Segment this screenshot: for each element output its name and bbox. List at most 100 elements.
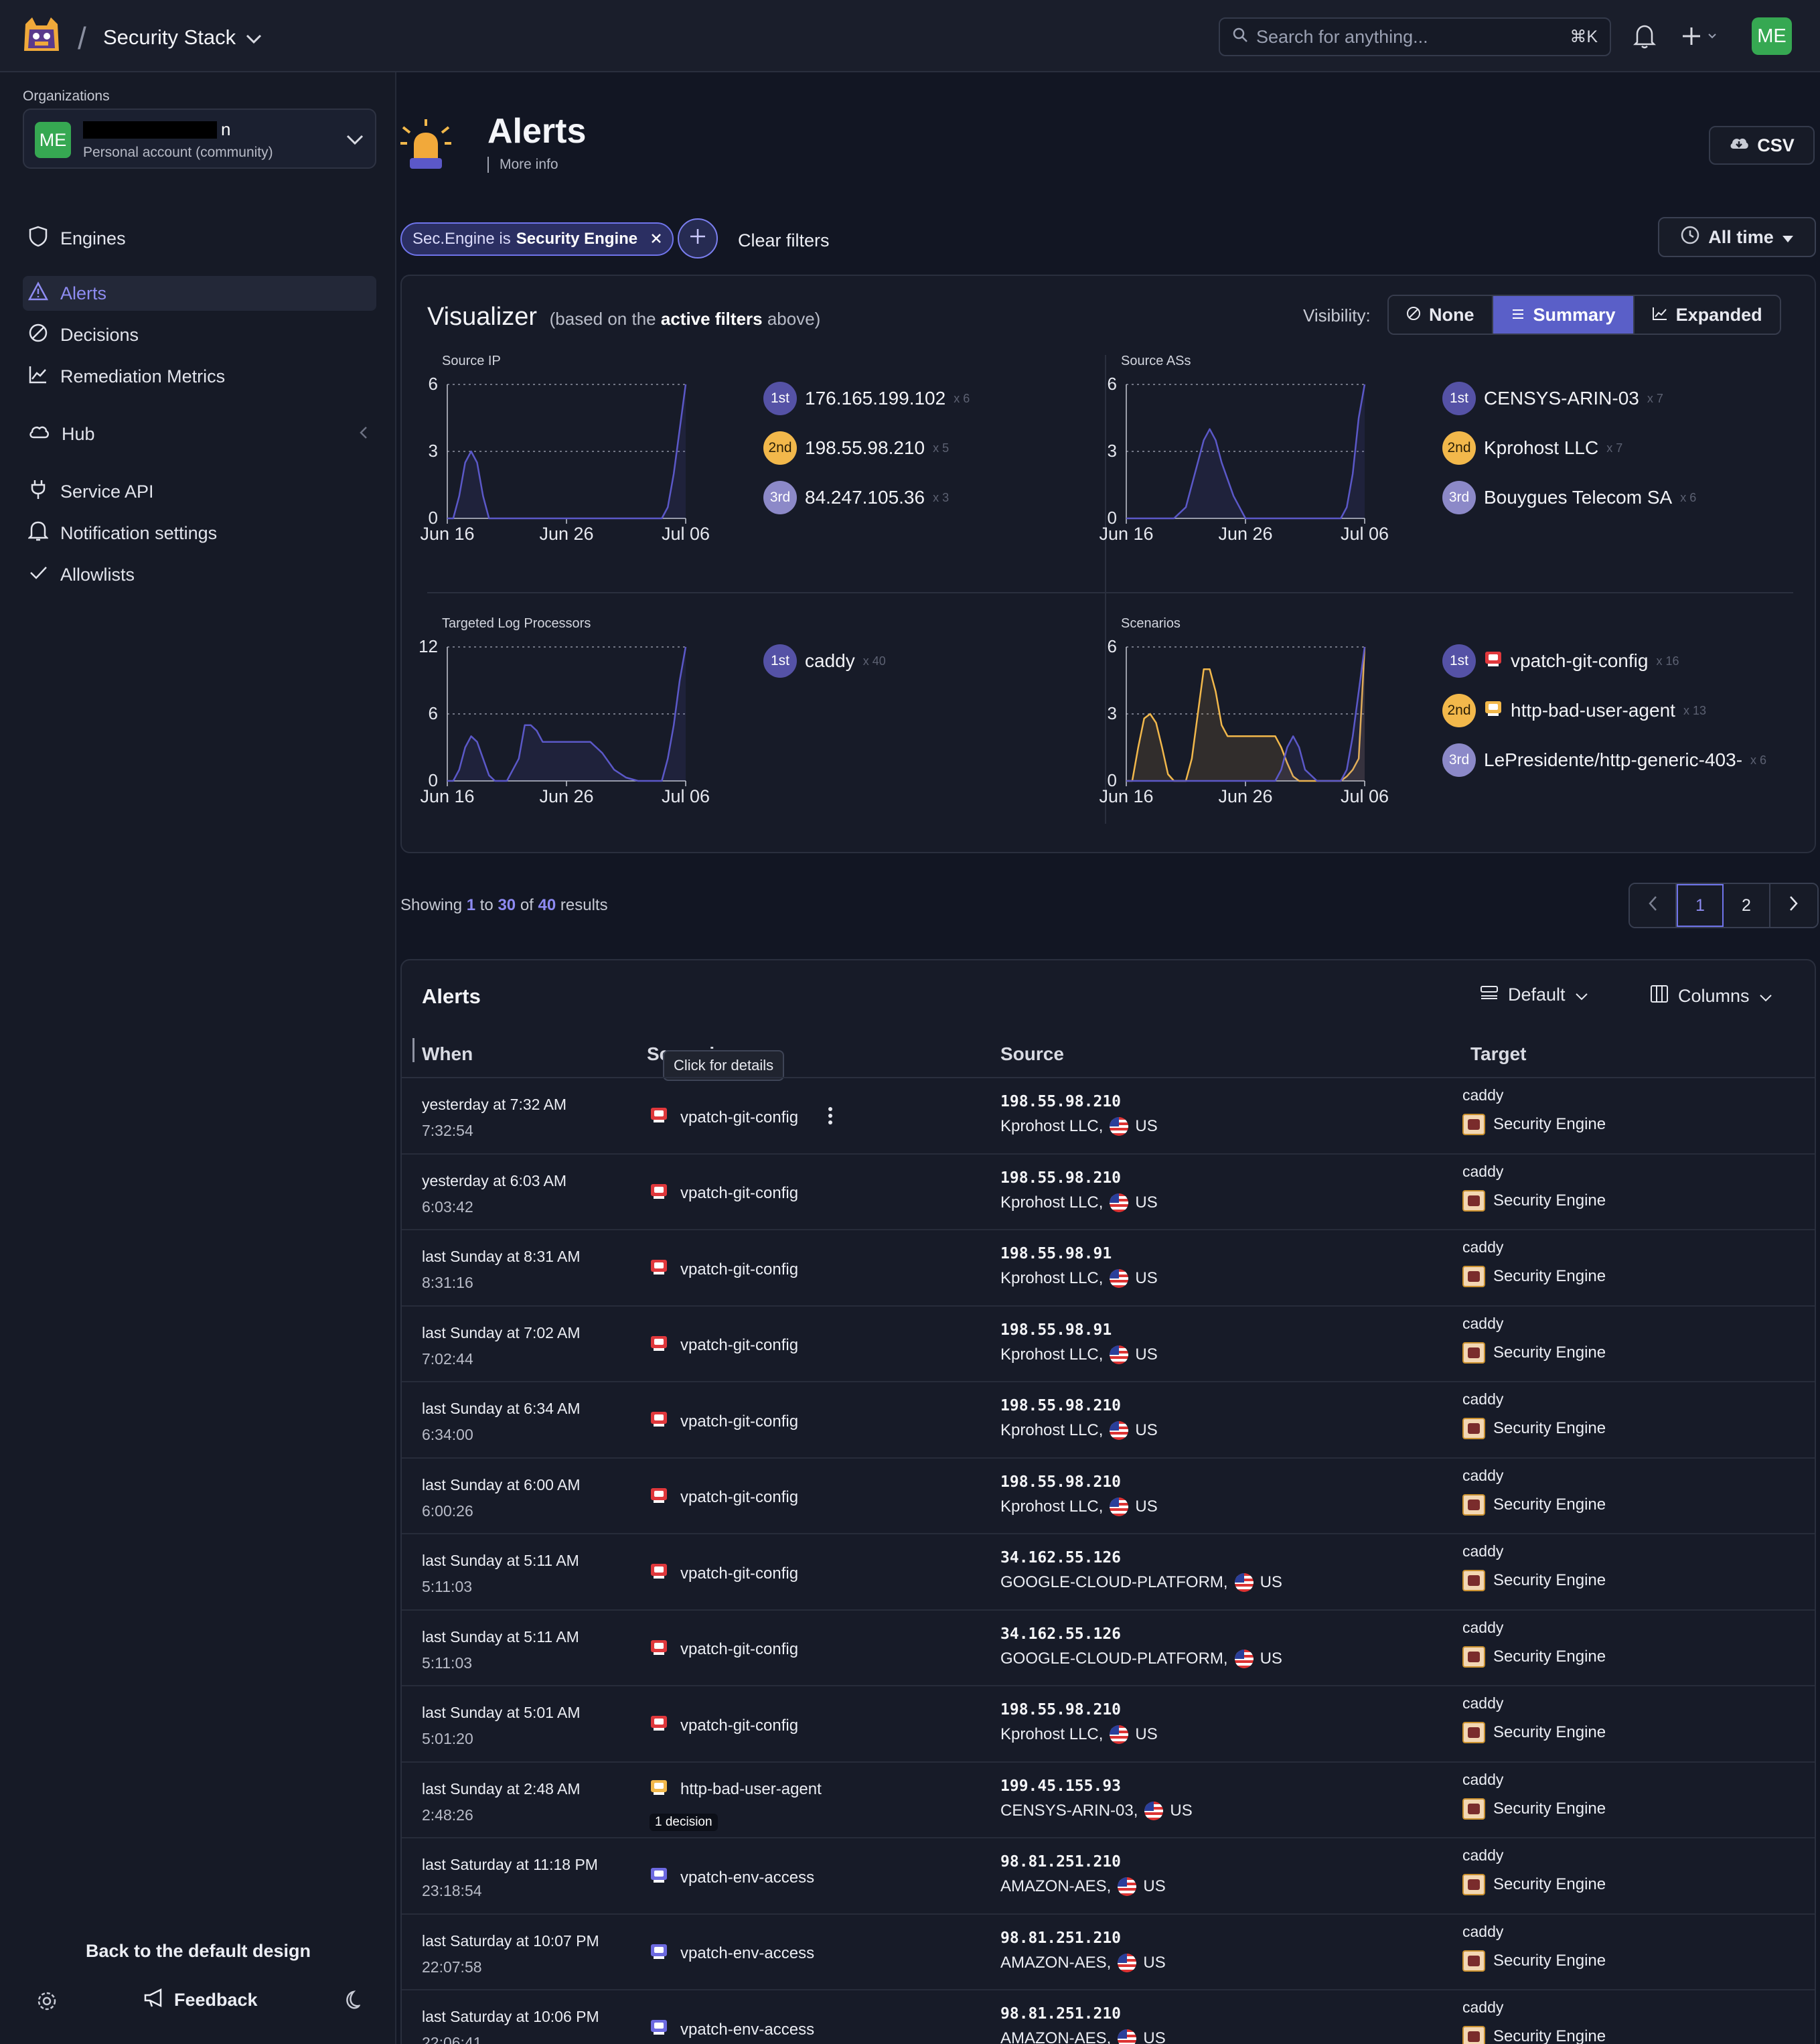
cell-scenario[interactable]: vpatch-git-config	[650, 1714, 798, 1737]
chevron-left-icon[interactable]	[359, 424, 368, 445]
cell-scenario[interactable]: vpatch-env-access	[650, 2019, 814, 2041]
table-row[interactable]: last Saturday at 10:06 PM 22:06:41 vpatch-…	[402, 1990, 1815, 2044]
csv-export-button[interactable]: CSV	[1709, 126, 1815, 165]
ranking-item[interactable]: 3rd 84.247.105.36 x 3	[763, 481, 949, 514]
visibility-none-button[interactable]: None	[1389, 296, 1493, 334]
ranking-item[interactable]: 1st caddy x 40	[763, 644, 886, 678]
cell-scenario[interactable]: vpatch-git-config	[650, 1562, 798, 1585]
column-resize-handle[interactable]	[412, 1038, 414, 1062]
cell-target[interactable]: caddy Security Engine	[1462, 1315, 1606, 1364]
cell-source[interactable]: 199.45.155.93 CENSYS-ARIN-03, US	[1000, 1777, 1193, 1820]
moon-icon[interactable]	[339, 1989, 361, 2017]
ranking-item[interactable]: 3rd LePresidente/http-generic-403- x 6	[1442, 743, 1766, 777]
table-row[interactable]: last Sunday at 6:00 AM 6:00:26 vpatch-git-…	[402, 1459, 1815, 1534]
cell-source[interactable]: 198.55.98.210 Kprohost LLC, US	[1000, 1701, 1158, 1744]
table-row[interactable]: last Sunday at 2:48 AM 2:48:26 http-bad-us…	[402, 1763, 1815, 1838]
ranking-item[interactable]: 1st CENSYS-ARIN-03 x 7	[1442, 382, 1663, 415]
sidebar-item-engines[interactable]: Engines	[23, 221, 376, 256]
table-row[interactable]: last Sunday at 5:11 AM 5:11:03 vpatch-git-…	[402, 1534, 1815, 1611]
column-header-target[interactable]: Target	[1470, 1043, 1527, 1064]
sidebar-item-remediation-metrics[interactable]: Remediation Metrics	[23, 359, 376, 394]
cell-source[interactable]: 98.81.251.210 AMAZON-AES, US	[1000, 1853, 1166, 1896]
project-selector[interactable]: Security Stack	[103, 25, 262, 50]
visibility-summary-button[interactable]: Summary	[1493, 296, 1635, 334]
ranking-item[interactable]: 2nd Kprohost LLC x 7	[1442, 431, 1622, 465]
sidebar-item-decisions[interactable]: Decisions	[23, 317, 376, 352]
column-header-when[interactable]: When	[422, 1043, 473, 1064]
ranking-item[interactable]: 1st 176.165.199.102 x 6	[763, 382, 970, 415]
cell-target[interactable]: caddy Security Engine	[1462, 1998, 1606, 2044]
prev-page-button[interactable]	[1630, 884, 1677, 927]
cell-target[interactable]: caddy Security Engine	[1462, 1694, 1606, 1743]
cell-scenario[interactable]: vpatch-git-config	[650, 1410, 798, 1433]
clear-filters-button[interactable]: Clear filters	[738, 230, 830, 250]
table-row[interactable]: last Saturday at 11:18 PM 23:18:54 vpatch-…	[402, 1838, 1815, 1915]
table-row[interactable]: last Sunday at 6:34 AM 6:34:00 vpatch-git-…	[402, 1382, 1815, 1459]
table-row[interactable]: yesterday at 6:03 AM 6:03:42 vpatch-git-co…	[402, 1155, 1815, 1230]
cell-scenario[interactable]: http-bad-user-agent	[650, 1779, 822, 1801]
ranking-item[interactable]: 2nd http-bad-user-agent x 13	[1442, 694, 1706, 727]
sidebar-item-notification-settings[interactable]: Notification settings	[23, 516, 376, 551]
time-range-select[interactable]: All time	[1658, 217, 1816, 257]
close-icon[interactable]	[651, 230, 662, 248]
cell-target[interactable]: caddy Security Engine	[1462, 1619, 1606, 1668]
cell-scenario[interactable]: vpatch-env-access	[650, 1943, 814, 1965]
cell-scenario[interactable]: vpatch-git-config	[650, 1106, 798, 1128]
table-row[interactable]: last Sunday at 8:31 AM 8:31:16 vpatch-git-…	[402, 1230, 1815, 1307]
sidebar-item-allowlists[interactable]: Allowlists	[23, 557, 376, 592]
cell-scenario[interactable]: vpatch-git-config	[650, 1639, 798, 1661]
cell-scenario[interactable]: vpatch-git-config	[650, 1183, 798, 1205]
cell-source[interactable]: 198.55.98.91 Kprohost LLC, US	[1000, 1321, 1158, 1364]
table-row[interactable]: last Sunday at 7:02 AM 7:02:44 vpatch-git-…	[402, 1307, 1815, 1382]
feedback-button[interactable]: Feedback	[143, 1988, 258, 2013]
columns-button[interactable]: Columns	[1650, 984, 1772, 1008]
cell-scenario[interactable]: vpatch-env-access	[650, 1867, 814, 1889]
table-row[interactable]: last Saturday at 10:07 PM 22:07:58 vpatch-…	[402, 1915, 1815, 1990]
cell-target[interactable]: caddy Security Engine	[1462, 1923, 1606, 1972]
page-2-button[interactable]: 2	[1724, 884, 1770, 927]
cell-target[interactable]: caddy Security Engine	[1462, 1542, 1606, 1591]
cell-target[interactable]: caddy Security Engine	[1462, 1086, 1606, 1135]
cell-source[interactable]: 198.55.98.91 Kprohost LLC, US	[1000, 1245, 1158, 1288]
cell-source[interactable]: 198.55.98.210 Kprohost LLC, US	[1000, 1093, 1158, 1136]
filter-chip-engine[interactable]: Sec.Engine is Security Engine	[400, 222, 674, 256]
ranking-item[interactable]: 3rd Bouygues Telecom SA x 6	[1442, 481, 1696, 514]
next-page-button[interactable]	[1770, 884, 1817, 927]
avatar[interactable]: ME	[1752, 17, 1792, 55]
cell-source[interactable]: 98.81.251.210 AMAZON-AES, US	[1000, 1929, 1166, 1972]
cell-source[interactable]: 34.162.55.126 GOOGLE-CLOUD-PLATFORM, US	[1000, 1625, 1282, 1668]
gear-icon[interactable]	[36, 1990, 58, 2017]
back-to-default-design-link[interactable]: Back to the default design	[85, 1941, 311, 1961]
cell-target[interactable]: caddy Security Engine	[1462, 1846, 1606, 1895]
crowdsec-logo[interactable]	[20, 15, 63, 58]
visibility-expanded-button[interactable]: Expanded	[1634, 296, 1780, 334]
table-row[interactable]: yesterday at 7:32 AM 7:32:54 vpatch-git-co…	[402, 1078, 1815, 1155]
sidebar-item-service-api[interactable]: Service API	[23, 474, 376, 509]
cell-target[interactable]: caddy Security Engine	[1462, 1467, 1606, 1516]
sidebar-item-alerts[interactable]: Alerts	[23, 276, 376, 311]
add-filter-button[interactable]	[678, 218, 718, 259]
sidebar-item-hub[interactable]: Hub	[23, 417, 376, 451]
cell-target[interactable]: caddy Security Engine	[1462, 1238, 1606, 1287]
cell-source[interactable]: 98.81.251.210 AMAZON-AES, US	[1000, 2005, 1166, 2044]
kebab-menu-icon[interactable]	[828, 1106, 833, 1130]
cell-target[interactable]: caddy Security Engine	[1462, 1163, 1606, 1212]
search-input[interactable]: Search for anything... ⌘K	[1219, 17, 1611, 56]
cell-target[interactable]: caddy Security Engine	[1462, 1390, 1606, 1439]
org-selector[interactable]: ME n Personal account (community)	[23, 108, 376, 169]
more-info-link[interactable]: More info	[487, 157, 558, 173]
ranking-item[interactable]: 2nd 198.55.98.210 x 5	[763, 431, 949, 465]
cell-target[interactable]: caddy Security Engine	[1462, 1771, 1606, 1820]
cell-source[interactable]: 198.55.98.210 Kprohost LLC, US	[1000, 1169, 1158, 1212]
view-select[interactable]: Default	[1480, 984, 1588, 1005]
table-row[interactable]: last Sunday at 5:11 AM 5:11:03 vpatch-git-…	[402, 1611, 1815, 1686]
table-row[interactable]: last Sunday at 5:01 AM 5:01:20 vpatch-git-…	[402, 1686, 1815, 1763]
cell-scenario[interactable]: vpatch-git-config	[650, 1258, 798, 1281]
cell-source[interactable]: 198.55.98.210 Kprohost LLC, US	[1000, 1473, 1158, 1516]
add-menu-button[interactable]	[1681, 20, 1724, 52]
ranking-item[interactable]: 1st vpatch-git-config x 16	[1442, 644, 1679, 678]
cell-source[interactable]: 198.55.98.210 Kprohost LLC, US	[1000, 1397, 1158, 1440]
bell-icon[interactable]	[1628, 20, 1661, 52]
cell-scenario[interactable]: vpatch-git-config	[650, 1335, 798, 1357]
page-1-button[interactable]: 1	[1677, 884, 1724, 927]
